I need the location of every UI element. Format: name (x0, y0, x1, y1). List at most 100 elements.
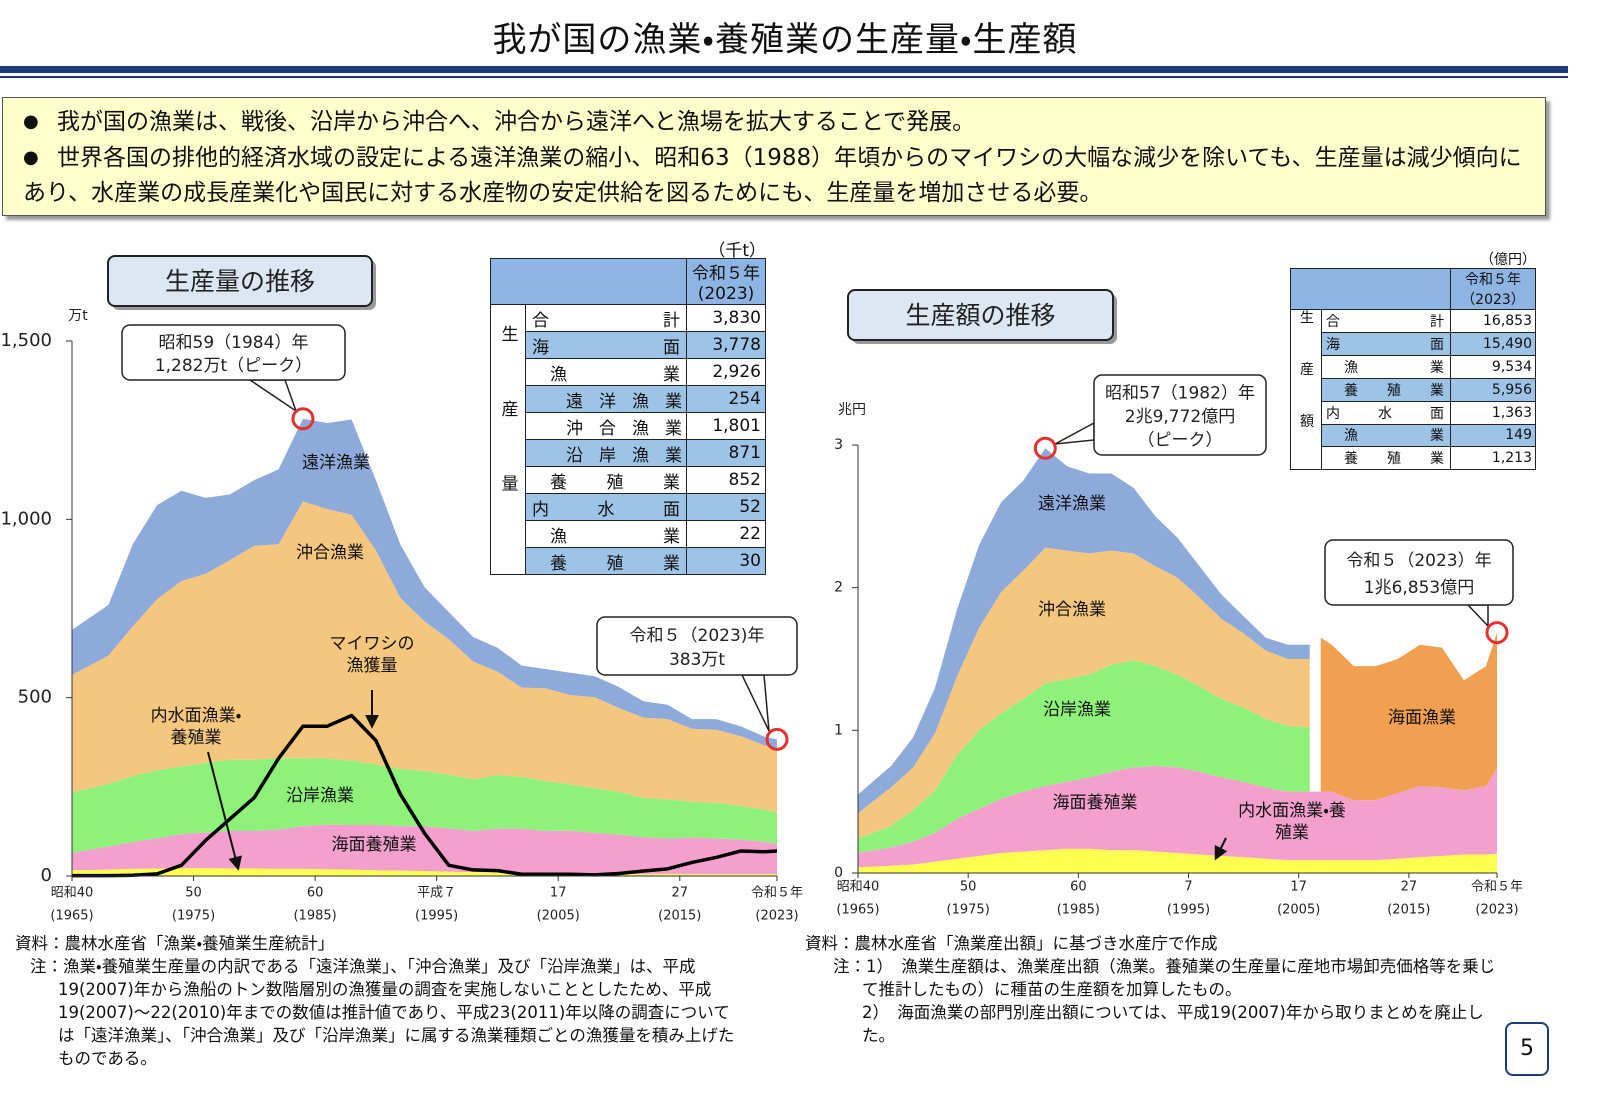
series-label: 海面養殖業 (331, 835, 417, 855)
table-row: 沖合漁業 1,801 (491, 412, 766, 440)
table-head: 令和５年 (2023) (490, 258, 766, 305)
header-rule (0, 66, 1568, 73)
table-row: 生産量 合計 3,830 (490, 304, 766, 575)
x-tick-year: (2005) (1277, 903, 1320, 918)
peak-marker (765, 727, 789, 751)
table-row: 令和５年 （2023） (1290, 268, 1536, 310)
data-table: （千t） 令和５年 (2023) 生産量 合計 3,830 海面 3,778 漁業 2,926 遠洋… (490, 241, 766, 575)
area (858, 547, 1310, 839)
table-row: 漁業 22 (491, 520, 766, 548)
x-tick-year: (1995) (415, 909, 458, 924)
table-unit: （億円） (1480, 252, 1536, 268)
x-tick-label: 7 (1184, 880, 1192, 895)
x-tick-label: 17 (1290, 880, 1307, 895)
series-label: 内水面漁業・養殖業 (1238, 801, 1346, 843)
x-tick-year: (1985) (293, 909, 336, 924)
callout-text: 1,282万t（ピーク） (155, 356, 312, 376)
slide-title: 我が国の漁業・養殖業の生産量・生産額 (492, 20, 1078, 60)
data-table: （億円） 令和５年 （2023） 生産額 合計 16,853 海面 15,490 漁業 9,534… (1290, 252, 1536, 471)
callout-tail (1054, 421, 1095, 445)
row-value: 16,853 (1450, 309, 1536, 333)
row-label: 漁業 (525, 520, 687, 548)
x-tick-label: 17 (550, 886, 567, 901)
area (858, 766, 1497, 868)
callout-box (596, 616, 798, 676)
series-label: マイワシの漁獲量 (329, 634, 415, 676)
series-label: 沖合漁業 (1038, 600, 1106, 620)
callout-box (121, 324, 346, 381)
row-label: 合計 (1321, 309, 1451, 333)
x-tick-year: (2015) (658, 909, 701, 924)
series-label: 遠洋漁業 (302, 453, 370, 473)
series-label: 内水面漁業・養殖業 (150, 706, 242, 748)
table-row: 漁業 149 (1291, 423, 1536, 448)
area (72, 824, 777, 875)
callout-text: 昭和57（1982）年 (1105, 383, 1255, 403)
table-side: 生産量 (490, 304, 526, 575)
callout-text: 1兆6,853億円 (1364, 578, 1474, 598)
callout-text: 2兆9,772億円 (1125, 407, 1235, 427)
note: 注：漁業・養殖業生産量の内訳である「遠洋漁業」、「沖合漁業」及び「沿岸漁業」は、… (30, 957, 735, 1068)
series-label: 海面養殖業 (1052, 793, 1138, 813)
footnotes: 資料：農林水産省「漁業産出額」に基づき水産庁で作成 注：1） 漁業生産額は、漁業産… (805, 932, 1505, 1047)
bullet: 世界各国の排他的経済水域の設定による遠洋漁業の縮小、昭和63（1988）年頃から… (23, 140, 1539, 211)
callout-tail (1466, 604, 1489, 628)
callout-tail (740, 674, 770, 732)
row-label: 内水面 (1321, 400, 1451, 425)
row-value: 30 (686, 547, 766, 575)
chart-title: 生産額の推移 (905, 301, 1055, 330)
y-tick-label: 1 (834, 722, 843, 738)
row-value: 1,213 (1450, 446, 1536, 471)
row-value: 52 (686, 493, 766, 521)
header-text: 令和５年 (1465, 272, 1521, 288)
x-tick-label: 27 (1401, 880, 1418, 895)
x-tick-label: 昭和40 (51, 886, 94, 901)
row-label: 遠洋漁業 (525, 385, 687, 413)
x-tick-label: 60 (1070, 880, 1087, 895)
title-box (847, 289, 1114, 341)
row-value: 149 (1450, 423, 1536, 448)
header-text: （2023） (1461, 292, 1525, 308)
table-row: 養殖業 852 (491, 466, 766, 494)
bullet-box: 我が国の漁業は、戦後、沿岸から沖合へ、沖合から遠洋へと漁場を拡大することで発展。… (2, 97, 1546, 216)
x-tick-label: 50 (185, 886, 202, 901)
bullet: 我が国の漁業は、戦後、沿岸から沖合へ、沖合から遠洋へと漁場を拡大することで発展。 (23, 104, 1539, 140)
y-unit: 兆円 (838, 402, 866, 418)
y-tick-label: 0 (834, 865, 843, 881)
series-label: 遠洋漁業 (1038, 494, 1106, 514)
y-unit: 万t (68, 308, 88, 324)
table-row: 海面 3,778 (491, 331, 766, 359)
row-label: 合計 (525, 304, 687, 332)
row-label: 養殖業 (1321, 446, 1451, 471)
x-tick-year: (2005) (537, 909, 580, 924)
row-value: 5,956 (1450, 377, 1536, 402)
chart-title: 生産量の推移 (165, 267, 315, 296)
table-side: 生産額 (1290, 308, 1322, 471)
row-value: 9,534 (1450, 354, 1536, 379)
x-tick-year: (1975) (947, 903, 990, 918)
y-tick-label: 1,000 (0, 508, 52, 529)
row-label: 養殖業 (1321, 377, 1451, 402)
footnotes: 資料：農林水産省「漁業・養殖業生産統計」注：漁業・養殖業生産量の内訳である「遠洋… (15, 932, 735, 1070)
row-label: 沿岸漁業 (525, 439, 687, 467)
row-label: 養殖業 (525, 547, 687, 575)
row-value: 852 (686, 466, 766, 494)
y-tick-label: 500 (18, 687, 52, 708)
title-box (107, 255, 373, 307)
x-tick-year: (2023) (1475, 903, 1518, 918)
table-header: 令和５年 (2023) (686, 258, 766, 305)
y-tick-label: 3 (834, 437, 843, 453)
table-row: 漁業 2,926 (491, 358, 766, 386)
table-row: 内水面 52 (491, 493, 766, 521)
series-label: 沿岸漁業 (1043, 700, 1111, 720)
peak-marker (1033, 436, 1057, 460)
row-label: 海面 (525, 331, 687, 359)
row-value: 871 (686, 439, 766, 467)
x-tick-year: (1975) (172, 909, 215, 924)
line (72, 713, 778, 878)
side-label: 生産額 (1298, 310, 1314, 466)
source: 資料：農林水産省「漁業・養殖業生産統計」 (15, 934, 335, 953)
pointer-arrow (207, 751, 242, 871)
